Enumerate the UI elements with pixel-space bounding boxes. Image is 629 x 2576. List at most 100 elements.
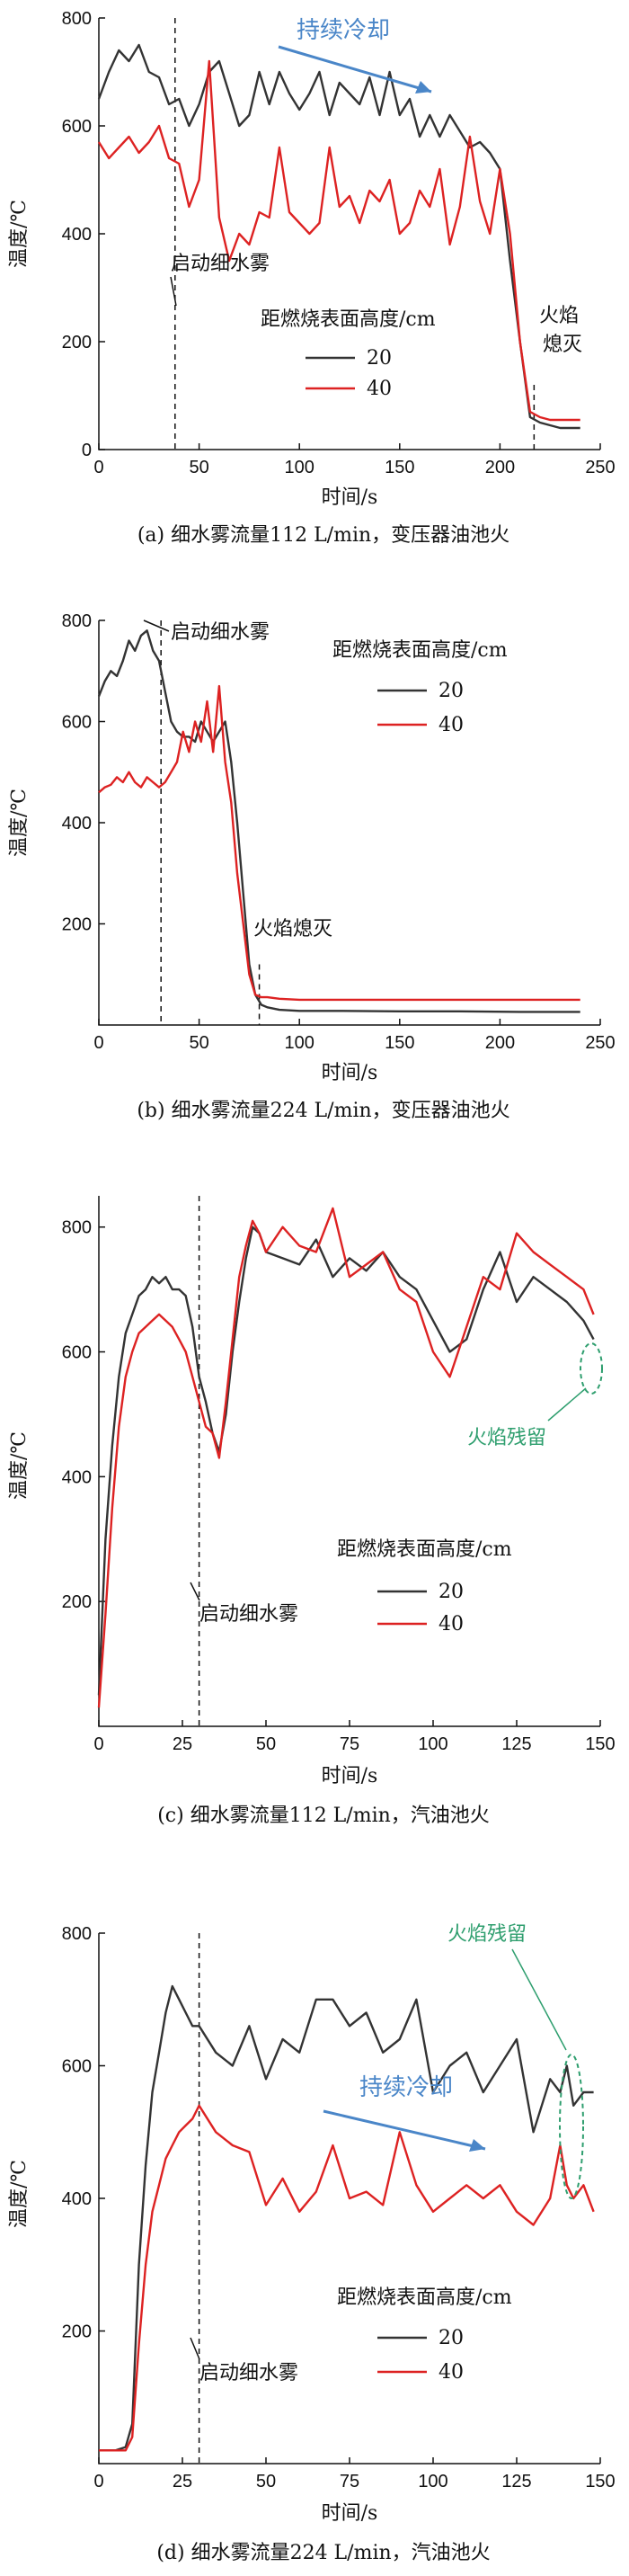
annotation-fire-out-a1: 火焰 <box>539 305 579 327</box>
x-axis-title-b: 时间/s <box>322 1062 378 1084</box>
y-axis-title-b: 温度/℃ <box>8 789 31 857</box>
legend-title-b: 距燃烧表面高度/cm <box>332 639 508 662</box>
annotation-cooling-text: 持续冷却 <box>297 17 390 44</box>
x-tick-label: 100 <box>285 1033 314 1053</box>
x-tick-label: 50 <box>256 2472 276 2491</box>
y-tick-label: 200 <box>62 2322 92 2342</box>
y-tick-label: 400 <box>62 1467 92 1487</box>
series-line-20 <box>99 1984 594 2452</box>
cooling-arrow-line <box>278 45 432 94</box>
y-axis-title-c: 温度/℃ <box>8 1431 31 1500</box>
x-tick-label: 0 <box>93 2472 103 2491</box>
y-tick-label: 200 <box>62 915 92 935</box>
caption-a: (a) 细水雾流量112 L/min，变压器油池火 <box>137 524 509 547</box>
y-tick-label: 400 <box>62 814 92 833</box>
annotation-flame-residue-c: 火焰残留 <box>467 1427 546 1449</box>
chart-d-svg: 0 25 50 75 100 125 150 200 400 600 800 火焰残留 持续冷却 距… <box>8 1923 616 2564</box>
legend-label-40-c: 40 <box>439 1613 464 1636</box>
legend-label-20-b: 20 <box>439 680 464 702</box>
x-tick-label: 125 <box>501 2472 531 2491</box>
x-tick-label: 125 <box>501 1734 531 1754</box>
caption-c: (c) 细水雾流量112 L/min，汽油池火 <box>157 1805 490 1827</box>
y-tick-label: 600 <box>62 1343 92 1363</box>
x-axis-title-c: 时间/s <box>322 1765 378 1787</box>
x-tick-label: 150 <box>585 2472 615 2491</box>
flame-residue-pointer-d <box>511 1948 567 2051</box>
y-tick-label: 800 <box>62 611 92 631</box>
annotation-start-mist-pointer <box>170 276 177 307</box>
legend-label-20-c: 20 <box>439 1581 464 1603</box>
annotation-flame-residue-d: 火焰残留 <box>447 1923 527 1946</box>
legend-title-a: 距燃烧表面高度/cm <box>261 308 436 331</box>
axes-frame <box>98 620 600 1026</box>
x-tick-label: 50 <box>189 458 208 477</box>
series-line-20 <box>97 1226 595 1696</box>
cooling-arrow-line-d <box>323 2109 486 2151</box>
annotation-start-mist-a: 启动细水雾 <box>171 253 270 275</box>
x-tick-label: 150 <box>385 1033 414 1053</box>
x-tick-label: 100 <box>418 2472 447 2491</box>
x-tick-label: 0 <box>93 458 103 477</box>
legend-label-20-d: 20 <box>439 2327 464 2349</box>
cooling-arrow-head <box>415 81 431 94</box>
x-tick-label: 200 <box>485 1033 515 1053</box>
y-tick-label: 0 <box>82 441 92 460</box>
annotation-start-mist-b: 启动细水雾 <box>171 621 270 644</box>
caption-b: (b) 细水雾流量224 L/min，变压器油池火 <box>137 1100 509 1122</box>
y-tick-label: 200 <box>62 1592 92 1612</box>
annotation-start-mist-pointer-d <box>190 2337 200 2360</box>
legend-label-20-a: 20 <box>367 347 392 370</box>
series-line-40 <box>97 1207 595 1708</box>
legend-title-c: 距燃烧表面高度/cm <box>337 1538 512 1561</box>
annotation-start-mist-c: 启动细水雾 <box>199 1603 298 1626</box>
x-tick-label: 75 <box>340 1734 359 1754</box>
x-tick-label: 50 <box>189 1033 208 1053</box>
cooling-arrow-head-d <box>469 2139 485 2152</box>
annotation-start-mist-d: 启动细水雾 <box>199 2362 298 2384</box>
x-tick-label: 100 <box>418 1734 447 1754</box>
x-tick-label: 25 <box>173 1734 192 1754</box>
annotation-fire-out-b: 火焰熄灭 <box>253 918 332 940</box>
caption-d: (d) 细水雾流量224 L/min，汽油池火 <box>156 2542 490 2564</box>
legend-label-40-d: 40 <box>439 2361 464 2384</box>
y-tick-label: 800 <box>62 1924 92 1944</box>
y-axis-title-d: 温度/℃ <box>8 2160 31 2228</box>
x-tick-label: 150 <box>585 1734 615 1754</box>
x-tick-label: 25 <box>173 2472 192 2491</box>
x-tick-label: 75 <box>340 2472 359 2491</box>
y-tick-label: 400 <box>62 225 92 245</box>
chart-panel-a: 0 50 100 150 200 250 0 200 400 600 800 持续冷却 启动细水雾 … <box>0 0 629 557</box>
x-tick-label: 250 <box>585 458 615 477</box>
series-line-20 <box>97 43 580 430</box>
y-tick-label: 400 <box>62 2189 92 2209</box>
x-tick-label: 100 <box>285 458 314 477</box>
y-tick-label: 600 <box>62 117 92 137</box>
annotation-start-mist-pointer-b <box>143 619 170 632</box>
chart-panel-b: 0 50 100 150 200 250 200 400 600 800 启动细水雾 火焰熄灭 距… <box>0 575 629 1133</box>
chart-c-svg: 0 25 50 75 100 125 150 200 400 600 800 火焰残留 距燃烧表面高… <box>8 1196 616 1827</box>
x-tick-label: 250 <box>585 1033 615 1053</box>
y-tick-label: 600 <box>62 713 92 733</box>
series-line-20 <box>97 629 580 1013</box>
flame-residue-pointer-c <box>547 1387 587 1422</box>
y-tick-label: 800 <box>62 1218 92 1238</box>
x-tick-label: 0 <box>93 1734 103 1754</box>
flame-residue-marker-c <box>580 1342 603 1395</box>
chart-b-svg: 0 50 100 150 200 250 200 400 600 800 启动细水雾 火焰熄灭 距… <box>8 611 616 1122</box>
annotation-cooling-text-d: 持续冷却 <box>359 2074 453 2101</box>
x-tick-label: 50 <box>256 1734 276 1754</box>
annotation-fire-out-a2: 熄灭 <box>543 334 582 356</box>
series-line-40 <box>98 684 580 1002</box>
x-axis-title-d: 时间/s <box>322 2502 378 2525</box>
annotation-start-mist-pointer-c <box>190 1582 200 1601</box>
y-axis-title-a: 温度/℃ <box>8 200 31 268</box>
chart-panel-d: 0 25 50 75 100 125 150 200 400 600 800 火焰残留 持续冷却 距… <box>0 1870 629 2576</box>
x-tick-label: 0 <box>93 1033 103 1053</box>
y-tick-label: 200 <box>62 333 92 352</box>
legend-label-40-a: 40 <box>367 378 392 400</box>
x-tick-label: 150 <box>385 458 414 477</box>
legend-title-d: 距燃烧表面高度/cm <box>337 2286 512 2309</box>
x-tick-label: 200 <box>485 458 515 477</box>
y-tick-label: 600 <box>62 2057 92 2077</box>
